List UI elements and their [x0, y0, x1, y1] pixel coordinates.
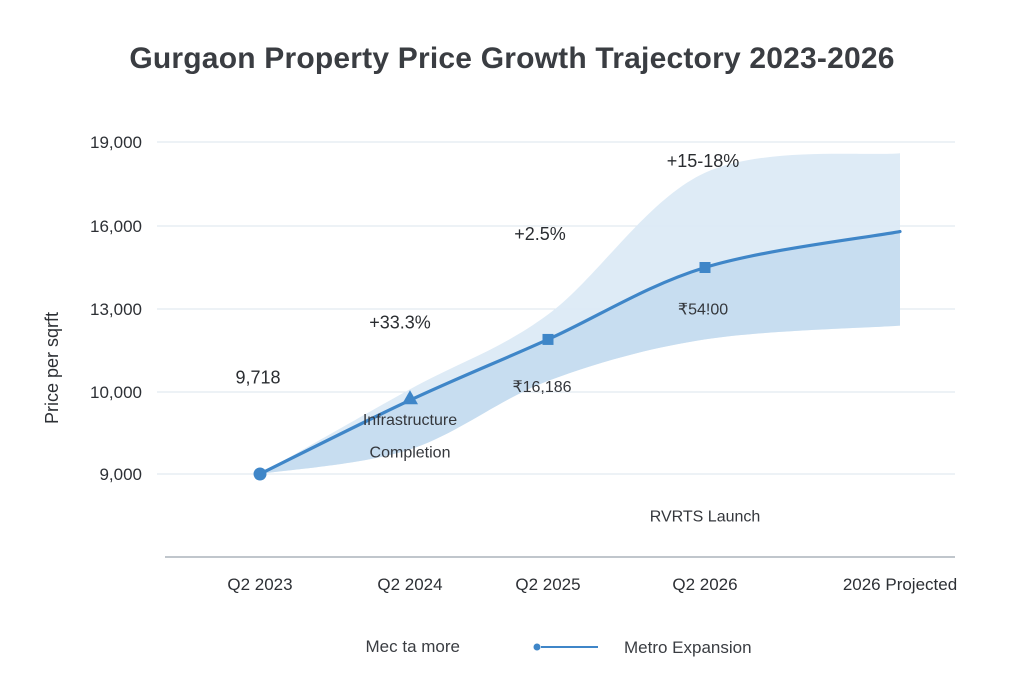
- y-tick-label: 9,000: [99, 465, 142, 484]
- y-tick-label: 19,000: [90, 133, 142, 152]
- confidence-band-inner: [260, 231, 900, 474]
- x-tick-label: Q2 2025: [515, 575, 580, 594]
- data-point-triangle: [402, 390, 418, 405]
- y-tick-label: 10,000: [90, 383, 142, 402]
- legend: Mec ta more Metro Expansion: [366, 637, 752, 657]
- annotation-label: Completion: [370, 445, 451, 462]
- data-point-square: [699, 262, 711, 273]
- x-tick-label: Q2 2024: [377, 575, 442, 594]
- y-tick-label: 16,000: [90, 217, 142, 236]
- legend-marker-dot: [533, 643, 541, 651]
- legend-series-label: Metro Expansion: [624, 638, 752, 657]
- annotation-label: ₹54!00: [678, 302, 728, 319]
- marker-layer: [253, 262, 711, 481]
- chart-title: Gurgaon Property Price Growth Trajectory…: [129, 42, 895, 75]
- annotation-label: ₹16,186: [512, 379, 571, 396]
- data-point-circle: [253, 467, 267, 481]
- x-tick-label: 2026 Projected: [843, 575, 957, 594]
- x-tick-label: Q2 2023: [227, 575, 292, 594]
- y-axis-label: Price per sqrft: [42, 312, 62, 424]
- annotation-label: +2.5%: [514, 224, 566, 244]
- y-tick-label: 13,000: [90, 300, 142, 319]
- annotation-label: 9,718: [235, 368, 280, 388]
- confidence-band-outer: [260, 153, 900, 474]
- legend-left-label: Mec ta more: [366, 637, 460, 656]
- label-layer: 19,000 16,000 13,000 10,000 9,000 Q2 2023 Q2 2…: [42, 133, 957, 594]
- x-tick-label: Q2 2026: [672, 575, 737, 594]
- annotation-label: Infrastructure: [363, 412, 457, 429]
- data-point-square: [542, 333, 554, 345]
- band-layer: [260, 153, 900, 474]
- annotation-label: +33.3%: [369, 312, 431, 332]
- annotation-label: RVRTS Launch: [650, 508, 761, 525]
- annotation-label: +15-18%: [667, 151, 740, 171]
